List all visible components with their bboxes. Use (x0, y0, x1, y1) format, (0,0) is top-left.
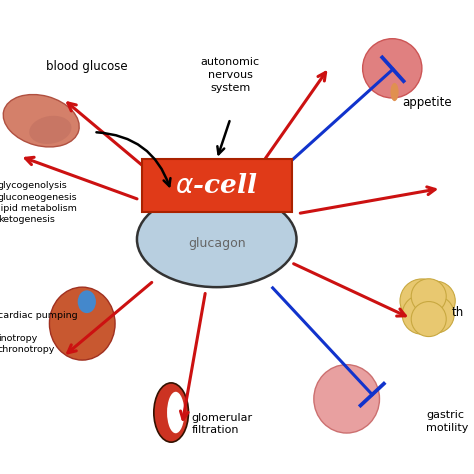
Text: autonomic
nervous
system: autonomic nervous system (201, 57, 260, 92)
Ellipse shape (167, 392, 184, 433)
Text: $\alpha$-cell: $\alpha$-cell (175, 173, 258, 198)
Text: cardiac pumping

inotropy
chronotropy: cardiac pumping inotropy chronotropy (0, 311, 78, 355)
Ellipse shape (416, 281, 455, 320)
Ellipse shape (137, 191, 297, 287)
Text: glycogenolysis
gluconeogenesis
lipid metabolism
ketogenesis: glycogenolysis gluconeogenesis lipid met… (0, 181, 78, 225)
FancyBboxPatch shape (142, 159, 292, 212)
Ellipse shape (49, 287, 115, 360)
Ellipse shape (314, 365, 380, 433)
Ellipse shape (29, 116, 72, 144)
Ellipse shape (402, 295, 442, 334)
Text: glucagon: glucagon (188, 237, 246, 250)
Ellipse shape (391, 83, 399, 101)
Text: blood glucose: blood glucose (46, 60, 128, 73)
Ellipse shape (3, 94, 79, 147)
Ellipse shape (363, 39, 422, 98)
Ellipse shape (78, 291, 96, 313)
Text: th: th (452, 306, 464, 319)
Ellipse shape (411, 301, 446, 337)
Ellipse shape (400, 279, 444, 323)
Text: appetite: appetite (402, 96, 452, 109)
Ellipse shape (417, 296, 454, 333)
Text: glomerular
filtration: glomerular filtration (191, 412, 253, 435)
Ellipse shape (154, 383, 189, 442)
Text: gastric
motility: gastric motility (427, 410, 469, 433)
Ellipse shape (411, 279, 446, 314)
